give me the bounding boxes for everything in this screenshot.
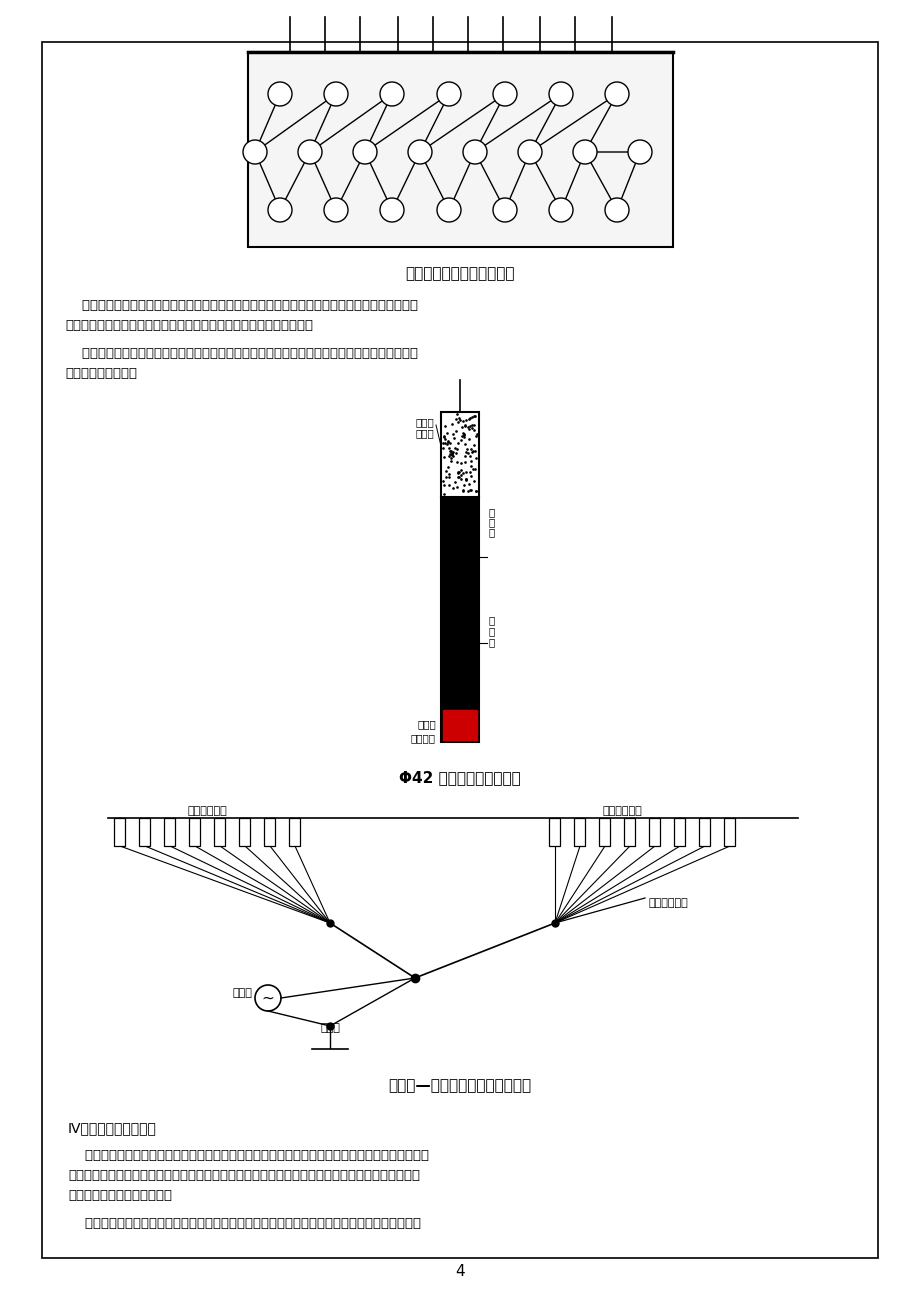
- Text: 雷管或激发枪起爆。: 雷管或激发枪起爆。: [65, 367, 137, 380]
- Circle shape: [380, 82, 403, 105]
- Text: 4: 4: [455, 1264, 464, 1280]
- Circle shape: [353, 141, 377, 164]
- Text: 腔: 腔: [489, 517, 494, 527]
- Text: 石粉等: 石粉等: [414, 428, 434, 437]
- Bar: [443, 710, 476, 740]
- Circle shape: [605, 82, 629, 105]
- Bar: [248, 52, 673, 247]
- Text: 部: 部: [489, 527, 494, 536]
- Bar: [573, 818, 584, 846]
- Text: Φ42 浅眼集中装药结构图: Φ42 浅眼集中装药结构图: [399, 769, 520, 785]
- Text: IV、爆破震动安全控制: IV、爆破震动安全控制: [68, 1121, 157, 1135]
- Circle shape: [493, 82, 516, 105]
- Bar: [624, 818, 635, 846]
- Circle shape: [437, 82, 460, 105]
- Bar: [289, 818, 301, 846]
- Bar: [140, 818, 151, 846]
- Bar: [239, 818, 250, 846]
- Circle shape: [437, 198, 460, 223]
- Circle shape: [323, 198, 347, 223]
- Bar: [599, 818, 610, 846]
- Text: 矩形布孔波浪形起爆顺序图: 矩形布孔波浪形起爆顺序图: [404, 267, 515, 281]
- Text: 起爆药: 起爆药: [417, 719, 436, 729]
- Text: 爆最大药量，以便指导施工。: 爆最大药量，以便指导施工。: [68, 1189, 172, 1202]
- Text: 从保证安全的角度出发，使用非电起爆网络。每孔一发非电延期毫秒雷管，孔外簇联后由一发电: 从保证安全的角度出发，使用非电起爆网络。每孔一发非电延期毫秒雷管，孔外簇联后由一…: [65, 348, 417, 359]
- Text: 起爆雷管: 起爆雷管: [411, 733, 436, 743]
- Text: 电雷管: 电雷管: [320, 1023, 339, 1032]
- Bar: [214, 818, 225, 846]
- Text: 岩削、: 岩削、: [414, 417, 434, 427]
- Text: ~: ~: [261, 991, 274, 1005]
- Bar: [698, 818, 709, 846]
- Circle shape: [298, 141, 322, 164]
- Text: 非电毫秒雷管: 非电毫秒雷管: [648, 898, 688, 907]
- Text: 非电毫秒雷管: 非电毫秒雷管: [187, 806, 227, 816]
- Text: 部: 部: [489, 637, 494, 647]
- Text: 炸: 炸: [489, 616, 494, 625]
- Circle shape: [267, 198, 291, 223]
- Bar: [674, 818, 685, 846]
- Text: 非电毫秒雷管: 非电毫秒雷管: [602, 806, 641, 816]
- Circle shape: [628, 141, 652, 164]
- Circle shape: [517, 141, 541, 164]
- Circle shape: [243, 141, 267, 164]
- Bar: [440, 411, 479, 497]
- Text: 加压沙包，加压沙包不仅可加长爆炸气体作用时间，同时有利于安全。: 加压沙包，加压沙包不仅可加长爆炸气体作用时间，同时有利于安全。: [65, 319, 312, 332]
- Circle shape: [573, 141, 596, 164]
- Text: 空: 空: [489, 506, 494, 517]
- Bar: [189, 818, 200, 846]
- Text: 起爆器: 起爆器: [232, 988, 252, 999]
- Text: 电雷管—非电毫秒雷管网路联接图: 电雷管—非电毫秒雷管网路联接图: [388, 1078, 531, 1092]
- Circle shape: [549, 82, 573, 105]
- Circle shape: [380, 198, 403, 223]
- Circle shape: [493, 198, 516, 223]
- Circle shape: [549, 198, 573, 223]
- Text: 根据本工程所处的地理位置，为确保周边建筑安全，特别是对周围已施工的主桥基础及下部结构，: 根据本工程所处的地理位置，为确保周边建筑安全，特别是对周围已施工的主桥基础及下部…: [68, 1148, 428, 1161]
- Circle shape: [462, 141, 486, 164]
- Bar: [440, 497, 479, 742]
- Bar: [724, 818, 734, 846]
- Circle shape: [407, 141, 432, 164]
- Text: 装药结构：采用卷状乳胶炸药作主爆药，起爆雷管置于孔底，空气部分用砂粘土堵塞，并于孔口: 装药结构：采用卷状乳胶炸药作主爆药，起爆雷管置于孔底，空气部分用砂粘土堵塞，并于…: [65, 299, 417, 312]
- Bar: [649, 818, 660, 846]
- Text: 必须严格控制爆破震动及爆破飞石。因此需对此范围内的主桥基础及下部结构进行验算以确定同段起: 必须严格控制爆破震动及爆破飞石。因此需对此范围内的主桥基础及下部结构进行验算以确…: [68, 1169, 420, 1182]
- Bar: [549, 818, 560, 846]
- Circle shape: [323, 82, 347, 105]
- Circle shape: [605, 198, 629, 223]
- Bar: [114, 818, 125, 846]
- Bar: [165, 818, 176, 846]
- Text: 爆破地震强度可以介质质点运动的各物理量来衡量。目前国内外制定爆破地震强度对建筑物危害: 爆破地震强度可以介质质点运动的各物理量来衡量。目前国内外制定爆破地震强度对建筑物…: [68, 1217, 421, 1230]
- Circle shape: [267, 82, 291, 105]
- Text: 药: 药: [489, 626, 494, 637]
- Bar: [265, 818, 275, 846]
